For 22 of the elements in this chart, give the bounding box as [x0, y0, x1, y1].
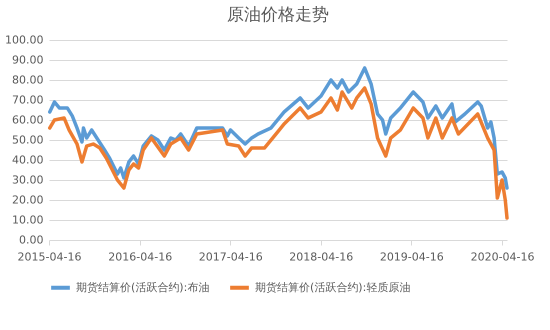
line-series	[48, 66, 509, 190]
y-tick-label: 70.00	[12, 94, 44, 106]
x-tick-label: 2018-04-16	[289, 250, 354, 264]
y-tick-label: 20.00	[12, 194, 44, 206]
y-tick-label: 30.00	[12, 174, 44, 186]
legend-label: 期货结算价(活跃合约):轻质原油	[255, 280, 410, 294]
y-tick-label: 40.00	[12, 154, 44, 166]
chart-title: 原油价格走势	[227, 5, 329, 25]
x-tick-label: 2016-04-16	[108, 250, 172, 264]
line-series	[48, 86, 509, 220]
x-tick-label: 2017-04-16	[198, 250, 263, 264]
y-tick-label: 80.00	[12, 74, 44, 86]
legend-label: 期货结算价(活跃合约):布油	[76, 280, 210, 294]
x-tick-label: 2019-04-16	[380, 250, 444, 264]
y-tick-label: 60.00	[12, 114, 44, 126]
y-tick-label: 50.00	[12, 134, 44, 146]
y-tick-label: 90.00	[12, 54, 44, 66]
y-tick-label: 0.00	[19, 234, 44, 246]
x-tick-label: 2020-04-16	[470, 250, 535, 264]
y-tick-label: 100.00	[5, 34, 44, 46]
x-tick-label: 2015-04-16	[18, 250, 82, 264]
y-tick-label: 10.00	[12, 214, 44, 226]
